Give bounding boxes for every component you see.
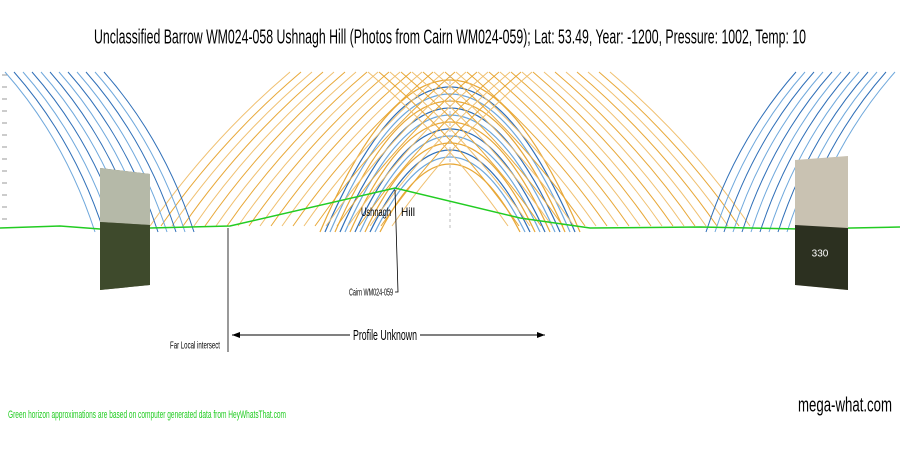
sky-path [325,71,467,227]
sky-path [13,71,105,233]
footer-note: Green horizon approximations are based o… [8,409,286,421]
sky-path [259,71,401,227]
sky-path [422,71,564,227]
sky-path [204,71,346,227]
pointer-line [394,189,399,293]
sky-path [786,71,878,233]
label-bg [350,326,420,344]
sky-path [171,71,313,227]
title: Unclassified Barrow WM024-058 Ushnagh Hi… [94,26,806,48]
sky-path [466,71,608,227]
sky-path [336,71,478,227]
sky-path [182,71,324,227]
sky-path [4,71,96,233]
sky-path [455,71,597,227]
arrow-head [537,332,545,338]
sky-path [149,71,291,227]
sky-path [521,71,663,227]
profile-label: Profile Unknown [353,327,417,344]
sky-path [732,71,824,233]
sky-path [576,71,718,227]
left-scale [2,74,7,220]
sky-path [76,71,168,233]
sky-path [400,71,542,227]
sky-path [237,71,379,227]
sky-path [215,71,357,227]
sky-path [94,71,186,233]
sky-path [477,71,619,227]
sky-path [378,71,520,227]
sky-path [103,71,195,233]
sky-path [349,121,551,233]
sky-path [444,71,586,227]
site-label: mega-what.com [798,394,892,416]
sky-path [389,71,531,227]
sky-path [488,71,630,227]
sky-path [554,71,696,227]
sky-path [226,71,368,227]
sky-path [374,156,526,233]
sky-path [723,71,815,233]
arrow-head [232,332,240,338]
sky-path [347,71,489,227]
sky-path [314,71,456,227]
sky-path [777,71,869,233]
sky-path [391,71,533,227]
sky-path [270,71,412,227]
sky-path [193,71,335,227]
sky-path [532,71,674,227]
sky-path [379,163,521,233]
sky-path [339,107,561,233]
sky-path [543,71,685,227]
sky-path [411,71,553,227]
sky-path [160,71,302,227]
sky-path [750,71,842,233]
sky-path [714,71,806,233]
sky-path [741,71,833,233]
sky-path [67,71,159,233]
sky-path [248,71,390,227]
sky-path [380,71,522,227]
sky-path [85,71,177,233]
photo-bearing: 330 [812,249,829,260]
right-photo: 330 [795,156,848,290]
hill-label: Ushnagh [361,205,391,219]
sky-path [292,71,434,227]
sky-path [587,71,729,227]
sky-path [499,71,641,227]
viewpoint-label: Cairn WM024-059 [349,288,393,299]
sky-path [367,71,509,227]
sky-path [281,71,423,227]
sky-path [358,71,500,227]
horizon-line [0,187,900,230]
sky-path [705,71,797,233]
sky-path [433,71,575,227]
intersect-label: Far Local intersect [170,341,220,352]
sky-path [759,71,851,233]
sky-path [768,71,860,233]
sky-path [22,71,114,233]
sky-path [510,71,652,227]
hill-label: Hill [401,205,415,219]
sky-path [565,71,707,227]
left-photo [100,168,150,290]
sky-path [598,71,740,227]
sky-path [609,71,751,227]
sky-path [369,71,511,227]
